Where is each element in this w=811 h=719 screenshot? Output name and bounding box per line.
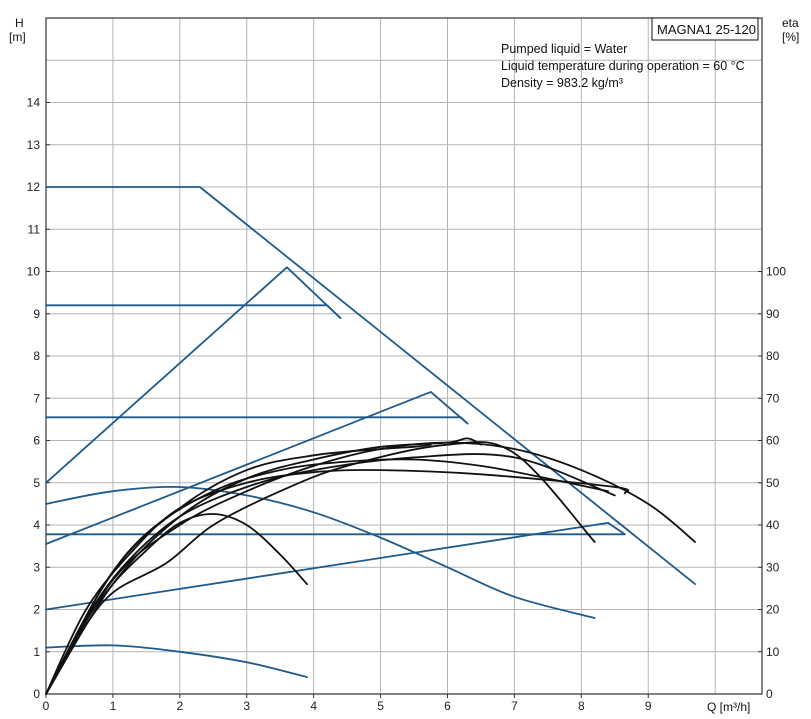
head-curve	[45, 522, 626, 611]
y-left-tick-label: 9	[33, 307, 40, 321]
x-tick-label: 9	[645, 699, 652, 713]
y-right-tick-label: 80	[766, 349, 780, 363]
x-tick-label: 1	[110, 699, 117, 713]
y-left-tick-label: 1	[33, 645, 40, 659]
y-right-tick-label: 90	[766, 307, 780, 321]
x-tick-label: 0	[43, 699, 50, 713]
efficiency-curve	[45, 453, 616, 695]
y-left-title-unit: [m]	[9, 30, 26, 44]
y-left-tick-label: 4	[33, 518, 40, 532]
note-temperature: Liquid temperature during operation = 60…	[501, 59, 745, 73]
head-curve	[45, 266, 342, 484]
y-right-tick-label: 40	[766, 518, 780, 532]
x-tick-label: 6	[444, 699, 451, 713]
y-left-tick-label: 6	[33, 434, 40, 448]
plot-area	[45, 186, 696, 695]
efficiency-curve	[45, 441, 596, 695]
y-right-tick-label: 60	[766, 434, 780, 448]
grid	[46, 18, 762, 694]
y-right-tick-label: 10	[766, 645, 780, 659]
y-left-tick-label: 8	[33, 349, 40, 363]
efficiency-curve	[45, 458, 609, 695]
x-tick-label: 5	[377, 699, 384, 713]
y-right-tick-label: 30	[766, 560, 780, 574]
y-left-tick-label: 2	[33, 603, 40, 617]
tick-labels: 0123456789101112131401020304050607080901…	[27, 96, 787, 714]
head-curve	[45, 644, 308, 678]
y-left-tick-label: 14	[27, 96, 41, 110]
y-left-tick-label: 13	[27, 138, 41, 152]
axes	[45, 17, 763, 698]
model-label-box: MAGNA1 25-120	[651, 17, 759, 41]
y-left-tick-label: 0	[33, 687, 40, 701]
y-left-tick-label: 10	[27, 265, 41, 279]
y-left-tick-label: 7	[33, 391, 40, 405]
y-left-title-symbol: H	[15, 16, 24, 30]
y-right-axis-title: eta [%]	[782, 16, 799, 44]
y-right-title-unit: [%]	[782, 30, 799, 44]
y-right-tick-label: 50	[766, 476, 780, 490]
head-curve	[45, 391, 469, 545]
efficiency-curve	[45, 469, 630, 695]
head-curve	[45, 416, 469, 425]
notes: Pumped liquid = Water Liquid temperature…	[501, 42, 745, 90]
y-right-title-symbol: eta	[782, 16, 799, 30]
note-density: Density = 983.2 kg/m³	[501, 76, 623, 90]
y-right-tick-label: 0	[766, 687, 773, 701]
efficiency-curve	[45, 443, 432, 695]
x-tick-label: 8	[578, 699, 585, 713]
model-label-border	[651, 17, 759, 41]
head-curve	[45, 485, 596, 619]
head-curve	[45, 304, 342, 319]
y-right-tick-label: 70	[766, 391, 780, 405]
x-tick-label: 4	[310, 699, 317, 713]
efficiency-curve	[45, 437, 482, 695]
efficiency-curve	[45, 441, 696, 695]
x-tick-label: 3	[243, 699, 250, 713]
y-left-tick-label: 5	[33, 476, 40, 490]
x-tick-label: 2	[176, 699, 183, 713]
y-left-tick-label: 3	[33, 560, 40, 574]
note-liquid: Pumped liquid = Water	[501, 42, 627, 56]
y-left-tick-label: 11	[28, 222, 41, 236]
y-right-tick-label: 20	[766, 603, 780, 617]
y-left-tick-label: 12	[27, 180, 41, 194]
y-left-axis-title: H [m]	[9, 16, 26, 44]
x-axis-title: Q [m³/h]	[707, 700, 750, 714]
y-right-tick-label: 100	[766, 265, 786, 279]
model-label: MAGNA1 25-120	[657, 22, 756, 37]
x-tick-label: 7	[511, 699, 518, 713]
